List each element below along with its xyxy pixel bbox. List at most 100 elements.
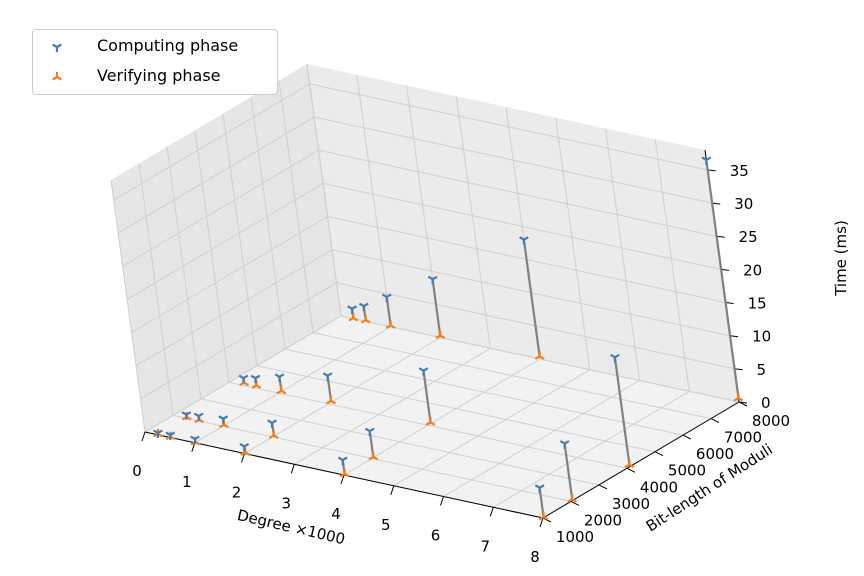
tri-down-marker-icon: [52, 43, 62, 52]
x-axis-label: Degree ×1000: [235, 506, 346, 548]
grid-line-y-left: [110, 179, 146, 433]
y-tick-mark: [682, 434, 692, 440]
grid-line-x-back: [455, 96, 491, 349]
y-tick-mark: [710, 418, 720, 424]
computing-point: [381, 293, 392, 302]
z-tick-label: 0: [761, 394, 771, 412]
y-tick-mark: [654, 451, 664, 457]
computing-point: [418, 367, 429, 376]
verifying-point: [276, 385, 287, 395]
y-tick-label: 2000: [584, 511, 622, 529]
grid-line-y-left: [278, 80, 314, 333]
computing-point: [239, 443, 250, 452]
connector-line: [613, 357, 631, 465]
connector-line: [563, 443, 574, 500]
computing-point: [193, 412, 204, 422]
computing-point: [267, 419, 277, 428]
computing-point: [181, 411, 192, 420]
x-tick-label: 1: [182, 473, 192, 491]
y-tick-label: 4000: [640, 478, 678, 496]
computing-point: [358, 302, 369, 312]
computing-point: [322, 372, 333, 381]
data-points: [153, 156, 744, 521]
verifying-point: [567, 494, 578, 503]
legend-marker-computing: [52, 43, 62, 52]
y-tick-label: 3000: [612, 495, 650, 513]
verifying-point: [360, 315, 371, 324]
legend-item-computing: Computing phase: [33, 32, 277, 62]
grid-line-z-left: [144, 315, 342, 433]
grid-line-x-floor: [493, 390, 690, 508]
grid-line-x-floor: [393, 369, 591, 487]
verifying-point: [534, 351, 545, 360]
x-tick-mark: [539, 517, 544, 528]
grid-line-x-back: [654, 139, 690, 392]
x-tick-label: 2: [232, 484, 242, 502]
z-tick-label: 5: [757, 361, 767, 379]
z-tick-mark: [738, 401, 748, 404]
verifying-point: [733, 393, 744, 402]
grid-line-y-left: [306, 63, 342, 317]
computing-point: [218, 415, 229, 424]
connector-line: [431, 278, 442, 336]
z-tick-mark: [712, 202, 721, 205]
y-tick-label: 8000: [752, 412, 790, 430]
legend-label-verifying: Verifying phase: [97, 66, 221, 85]
grid-line-y-floor: [312, 332, 712, 420]
grid-line-y-floor: [200, 398, 600, 486]
connector-line: [705, 159, 740, 399]
verifying-point: [538, 511, 549, 521]
tick-labels: 0 1 2 3 4 5 6 7 8 1000200030004000500060007000800…: [132, 162, 790, 566]
x-tick-label: 7: [481, 537, 491, 555]
verifying-point: [385, 320, 396, 329]
verifying-point: [368, 451, 379, 461]
z-tick-label: 20: [743, 261, 762, 279]
grid-line-z-back: [318, 149, 717, 237]
legend: Computing phase Verifying phase: [32, 29, 278, 95]
grid-line-z-left: [117, 116, 315, 234]
grid-line-z-back: [314, 116, 713, 204]
grid-line-x-floor: [294, 347, 491, 465]
z-tick-mark: [734, 368, 743, 371]
verifying-point: [624, 459, 635, 469]
computing-point: [274, 373, 285, 382]
grid-line-y-left: [138, 163, 174, 416]
z-tick-mark: [725, 302, 734, 304]
z-tick-label: 10: [752, 328, 771, 346]
verifying-point: [348, 313, 359, 322]
x-tick-mark: [489, 507, 494, 517]
grid-line-y-floor: [284, 348, 684, 436]
computing-point: [559, 440, 570, 449]
grid-line-x-floor: [343, 358, 541, 476]
x-tick-mark: [191, 442, 196, 452]
y-axis-line: [542, 401, 740, 519]
x-tick-label: 6: [431, 527, 441, 545]
grid-line-z-left: [126, 182, 324, 300]
z-tick-label: 30: [734, 195, 753, 213]
y-tick-mark: [598, 484, 608, 490]
computing-point: [250, 374, 261, 384]
y-tick-mark: [570, 500, 580, 506]
connector-line: [422, 370, 432, 423]
z-axis-label: Time (ms): [832, 220, 850, 297]
grid-line-z-back: [309, 83, 708, 171]
grid-line-x-floor: [443, 380, 640, 497]
verifying-point: [339, 468, 350, 478]
computing-point: [190, 435, 200, 445]
z-tick-label: 15: [748, 295, 767, 313]
y-tick-label: 6000: [696, 445, 734, 463]
verifying-point: [435, 330, 446, 339]
grid-line-x-floor: [244, 337, 441, 454]
grid-line-y-floor: [256, 365, 656, 453]
grid-line-y-left: [222, 113, 258, 366]
computing-point: [165, 431, 176, 440]
grid-line-y-left: [250, 97, 286, 350]
computing-point: [534, 484, 545, 493]
computing-point: [153, 429, 163, 438]
z-tick-mark: [721, 268, 730, 271]
grid-line-x-back: [356, 74, 392, 327]
computing-point: [337, 456, 348, 466]
computing-point: [610, 353, 620, 363]
x-tick-mark: [440, 496, 444, 506]
